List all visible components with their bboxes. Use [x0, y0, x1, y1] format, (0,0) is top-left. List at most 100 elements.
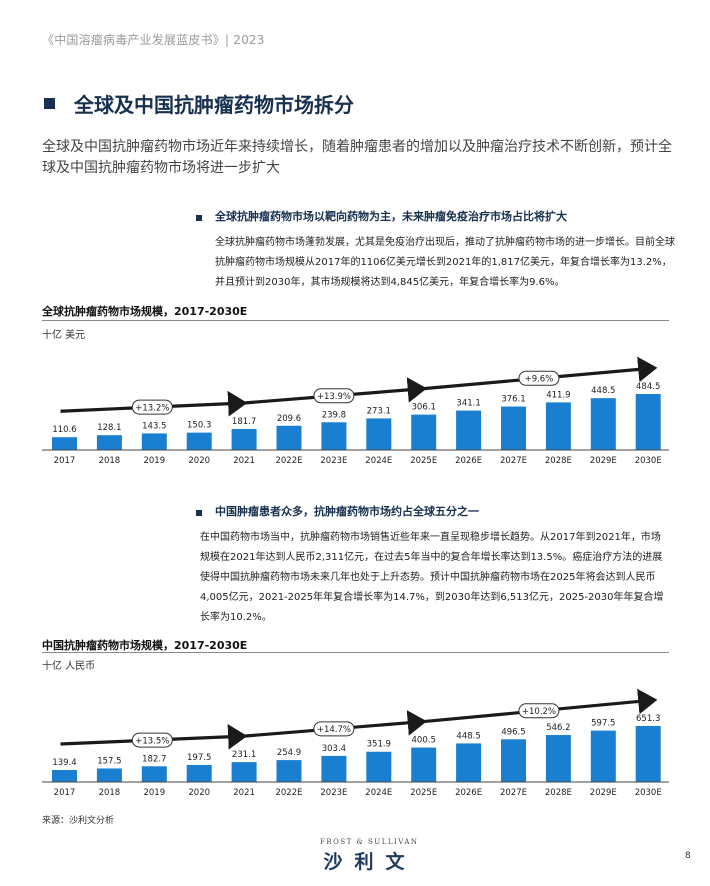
- chart1-category-label: 2030E: [635, 456, 662, 466]
- chart2-unit-label: 十亿 人民币: [42, 661, 96, 672]
- chart1-value-label: 128.1: [97, 423, 121, 433]
- chart1-value-label: 376.1: [501, 395, 525, 405]
- chart2-bar-2018: [96, 768, 122, 782]
- chart1: 110.6 2017 128.1 2018 143.5 2019 150.3 2020 181.…: [42, 356, 669, 466]
- chart2-cagr-label-1: +13.5%: [135, 736, 169, 746]
- logo-english: FROST & SULLIVAN: [320, 838, 419, 846]
- page-title: 全球及中国抗肿瘤药物市场拆分: [74, 93, 354, 117]
- chart1-bar-2025E: [411, 414, 437, 450]
- chart1-title: 全球抗肿瘤药物市场规模，2017-2030E: [42, 305, 248, 318]
- chart1-value-label: 306.1: [412, 403, 436, 413]
- chart1-bar-2024E: [366, 418, 392, 450]
- chart1-value-label: 411.9: [546, 390, 570, 400]
- section1-bullet-icon: [196, 215, 202, 221]
- chart1-value-label: 273.1: [367, 406, 391, 416]
- chart1-value-label: 150.3: [187, 421, 211, 431]
- chart1-bar-2021: [231, 428, 257, 450]
- chart2-category-label: 2024E: [365, 788, 392, 798]
- chart2-title: 中国抗肿瘤药物市场规模，2017-2030E: [42, 639, 248, 652]
- section1-paragraph: 全球抗肿瘤药物市场蓬勃发展，尤其是免疫治疗出现后，推动了抗肿瘤药物市场的进一步增…: [215, 237, 675, 288]
- chart1-value-label: 239.8: [322, 410, 346, 420]
- chart2-bar-2028E: [545, 735, 571, 782]
- chart1-unit-label: 十亿 美元: [42, 330, 86, 341]
- section1-title: 全球抗肿瘤药物市场以靶向药物为主，未来肿瘤免疫治疗市场占比将扩大: [215, 210, 567, 223]
- chart2-cagr-pill-2: [313, 721, 355, 737]
- chart1-category-label: 2027E: [500, 456, 527, 466]
- chart2-bar-2027E: [501, 739, 526, 782]
- chart1-category-label: 2028E: [545, 456, 572, 466]
- chart1-category-label: 2018: [99, 456, 121, 466]
- chart2-cagr-label-3: +10.2%: [522, 707, 556, 717]
- chart1-category-label: 2029E: [590, 456, 617, 466]
- chart1-cagr-label-1: +13.2%: [135, 403, 169, 413]
- chart2-bar-2020: [186, 765, 212, 782]
- chart2-category-label: 2029E: [590, 788, 617, 798]
- chart2-value-label: 351.9: [367, 740, 391, 750]
- chart1-category-label: 2020: [188, 456, 210, 466]
- chart1-cagr-pill-2: [313, 388, 355, 404]
- source-note: 来源：沙利文分析: [42, 816, 115, 826]
- chart2-value-label: 400.5: [412, 736, 436, 746]
- chart2-category-label: 2028E: [545, 788, 572, 798]
- chart2-cagr-pill-1: [131, 732, 173, 748]
- chart2-bar-2022E: [276, 760, 302, 782]
- chart2-bar-2017: [52, 770, 77, 782]
- chart1-bar-2027E: [501, 406, 526, 450]
- chart2-value-label: 254.9: [277, 748, 301, 758]
- chart1-bar-2017: [52, 437, 77, 450]
- chart1-cagr-label-3: +9.6%: [525, 375, 554, 385]
- chart2-value-label: 546.2: [546, 723, 570, 733]
- chart2-bar-2026E: [456, 743, 482, 782]
- chart2-category-label: 2018: [99, 788, 121, 798]
- chart2-value-label: 651.3: [636, 714, 660, 724]
- report-header: 《中国溶瘤病毒产业发展蓝皮书》| 2023: [42, 33, 265, 47]
- chart2-category-label: 2022E: [275, 788, 302, 798]
- page-number: 8: [685, 851, 691, 861]
- chart2-bar-2021: [231, 762, 257, 782]
- chart2-value-label: 448.5: [456, 731, 480, 741]
- chart1-bar-2023E: [321, 422, 347, 450]
- chart2-title-rule: [42, 652, 669, 653]
- section2-paragraph: 在中国药物市场当中，抗肿瘤药物市场销售近些年来一直呈现稳步增长趋势。从2017年…: [200, 532, 664, 623]
- chart1-value-label: 448.5: [591, 386, 615, 396]
- chart1-cagr-pill-3: [518, 370, 560, 386]
- chart2-value-label: 303.4: [322, 744, 346, 754]
- chart1-bar-2028E: [545, 402, 571, 450]
- chart2-value-label: 231.1: [232, 750, 256, 760]
- chart2-category-label: 2021: [233, 788, 255, 798]
- chart2-bar-2025E: [411, 747, 437, 782]
- chart2-category-label: 2017: [54, 788, 76, 798]
- chart1-bar-2022E: [276, 425, 302, 450]
- chart2-value-label: 496.5: [501, 727, 525, 737]
- chart2: 139.4 2017 157.5 2018 182.7 2019 197.5 2020 231.…: [42, 688, 669, 798]
- chart1-value-label: 209.6: [277, 414, 301, 424]
- chart1-value-label: 484.5: [636, 382, 660, 392]
- chart2-bar-2024E: [366, 751, 392, 782]
- chart2-category-label: 2027E: [500, 788, 527, 798]
- chart1-category-label: 2025E: [410, 456, 437, 466]
- chart1-value-label: 110.6: [52, 425, 76, 435]
- chart2-bar-2023E: [321, 755, 347, 782]
- chart2-category-label: 2030E: [635, 788, 662, 798]
- section2-title: 中国肿瘤患者众多，抗肿瘤药物市场约占全球五分之一: [215, 505, 479, 518]
- chart2-category-label: 2019: [143, 788, 165, 798]
- chart1-bar-2019: [141, 433, 167, 450]
- chart2-cagr-label-2: +14.7%: [317, 725, 351, 735]
- chart1-bar-2020: [186, 432, 212, 450]
- chart1-category-label: 2024E: [365, 456, 392, 466]
- chart1-bar-2026E: [456, 410, 482, 450]
- chart1-category-label: 2021: [233, 456, 255, 466]
- chart2-value-label: 182.7: [142, 754, 166, 764]
- chart1-value-label: 143.5: [142, 421, 166, 431]
- chart2-bar-2019: [141, 766, 167, 782]
- section2-bullet-icon: [196, 510, 202, 516]
- page-subtitle: 全球及中国抗肿瘤药物市场近年来持续增长，随着肿瘤患者的增加以及肿瘤治疗技术不断创…: [42, 139, 672, 176]
- chart1-category-label: 2022E: [275, 456, 302, 466]
- chart1-category-label: 2023E: [320, 456, 347, 466]
- chart2-category-label: 2026E: [455, 788, 482, 798]
- chart2-value-label: 597.5: [591, 719, 615, 729]
- chart1-category-label: 2019: [143, 456, 165, 466]
- logo-chinese: 沙利文: [323, 851, 417, 873]
- chart1-value-label: 341.1: [456, 399, 480, 409]
- title-square-icon: [44, 98, 55, 109]
